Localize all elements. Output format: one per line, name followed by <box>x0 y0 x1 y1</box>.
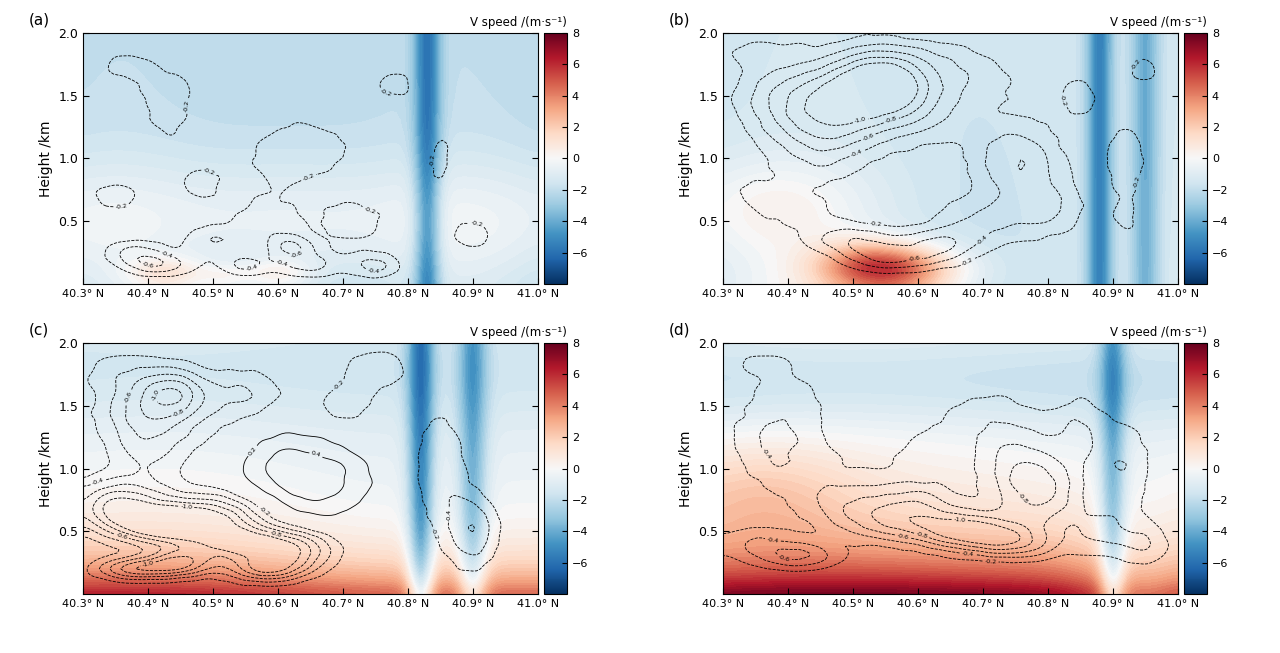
Text: -0.6: -0.6 <box>124 390 133 404</box>
Text: -0.2: -0.2 <box>333 379 346 391</box>
Text: -0.2: -0.2 <box>379 89 393 98</box>
Text: -0.4: -0.4 <box>275 259 288 267</box>
Text: -1.0: -1.0 <box>954 517 966 523</box>
Text: (d): (d) <box>668 323 690 338</box>
Text: (b): (b) <box>668 12 690 27</box>
Text: -0.4: -0.4 <box>92 478 105 486</box>
Text: -0.6: -0.6 <box>291 249 303 259</box>
Text: -0.6: -0.6 <box>142 261 155 270</box>
Text: -0.2: -0.2 <box>202 167 216 176</box>
Y-axis label: Height /km: Height /km <box>678 120 692 197</box>
Text: -0.2: -0.2 <box>961 257 974 266</box>
Text: -0.6: -0.6 <box>861 133 874 142</box>
Text: -0.4: -0.4 <box>767 537 780 544</box>
Text: -1.0: -1.0 <box>854 117 867 125</box>
Text: -0.4: -0.4 <box>977 234 988 246</box>
Text: -0.2: -0.2 <box>869 221 882 227</box>
Text: -0.2: -0.2 <box>257 506 270 517</box>
Text: -0.2: -0.2 <box>302 172 315 182</box>
Text: V speed /(m·s⁻¹): V speed /(m·s⁻¹) <box>470 16 567 29</box>
Text: -0.4: -0.4 <box>447 509 452 521</box>
Y-axis label: Height /km: Height /km <box>678 430 692 507</box>
Text: -0.8: -0.8 <box>915 531 928 539</box>
Text: -1.0: -1.0 <box>151 389 160 402</box>
Y-axis label: Height /km: Height /km <box>38 120 52 197</box>
Text: (a): (a) <box>28 12 50 27</box>
Text: -0.8: -0.8 <box>173 408 186 418</box>
Text: -0.2: -0.2 <box>430 153 436 166</box>
Text: -0.2: -0.2 <box>1130 58 1142 71</box>
Text: 0.4: 0.4 <box>311 451 321 458</box>
Text: -0.2: -0.2 <box>183 99 189 112</box>
Text: -0.2: -0.2 <box>1059 94 1068 107</box>
Text: V speed /(m·s⁻¹): V speed /(m·s⁻¹) <box>1110 326 1207 339</box>
Text: -0.2: -0.2 <box>470 220 483 228</box>
Text: -0.6: -0.6 <box>896 533 909 540</box>
Text: -0.2: -0.2 <box>115 204 128 210</box>
Text: V speed /(m·s⁻¹): V speed /(m·s⁻¹) <box>1110 16 1207 29</box>
Text: -0.4: -0.4 <box>367 268 380 274</box>
Y-axis label: Height /km: Height /km <box>38 430 52 507</box>
Text: -1.0: -1.0 <box>142 560 155 568</box>
Text: (c): (c) <box>28 323 49 338</box>
Text: -0.6: -0.6 <box>908 256 920 263</box>
Text: -0.6: -0.6 <box>778 554 791 562</box>
Text: -0.4: -0.4 <box>760 448 772 460</box>
Text: -0.8: -0.8 <box>1016 492 1028 505</box>
Text: -0.4: -0.4 <box>161 250 174 259</box>
Text: -0.4: -0.4 <box>961 551 974 557</box>
Text: -0.2: -0.2 <box>984 559 997 565</box>
Text: -0.6: -0.6 <box>115 532 128 541</box>
Text: V speed /(m·s⁻¹): V speed /(m·s⁻¹) <box>470 326 567 339</box>
Text: -0.8: -0.8 <box>270 530 283 538</box>
Text: -0.4: -0.4 <box>246 264 259 272</box>
Text: -0.2: -0.2 <box>364 206 376 215</box>
Text: -1.0: -1.0 <box>180 504 192 510</box>
Text: -0.8: -0.8 <box>884 116 897 124</box>
Text: 0.2: 0.2 <box>247 445 257 456</box>
Text: -0.2: -0.2 <box>1133 176 1142 189</box>
Text: -0.4: -0.4 <box>850 149 864 158</box>
Text: -0.2: -0.2 <box>430 528 439 541</box>
